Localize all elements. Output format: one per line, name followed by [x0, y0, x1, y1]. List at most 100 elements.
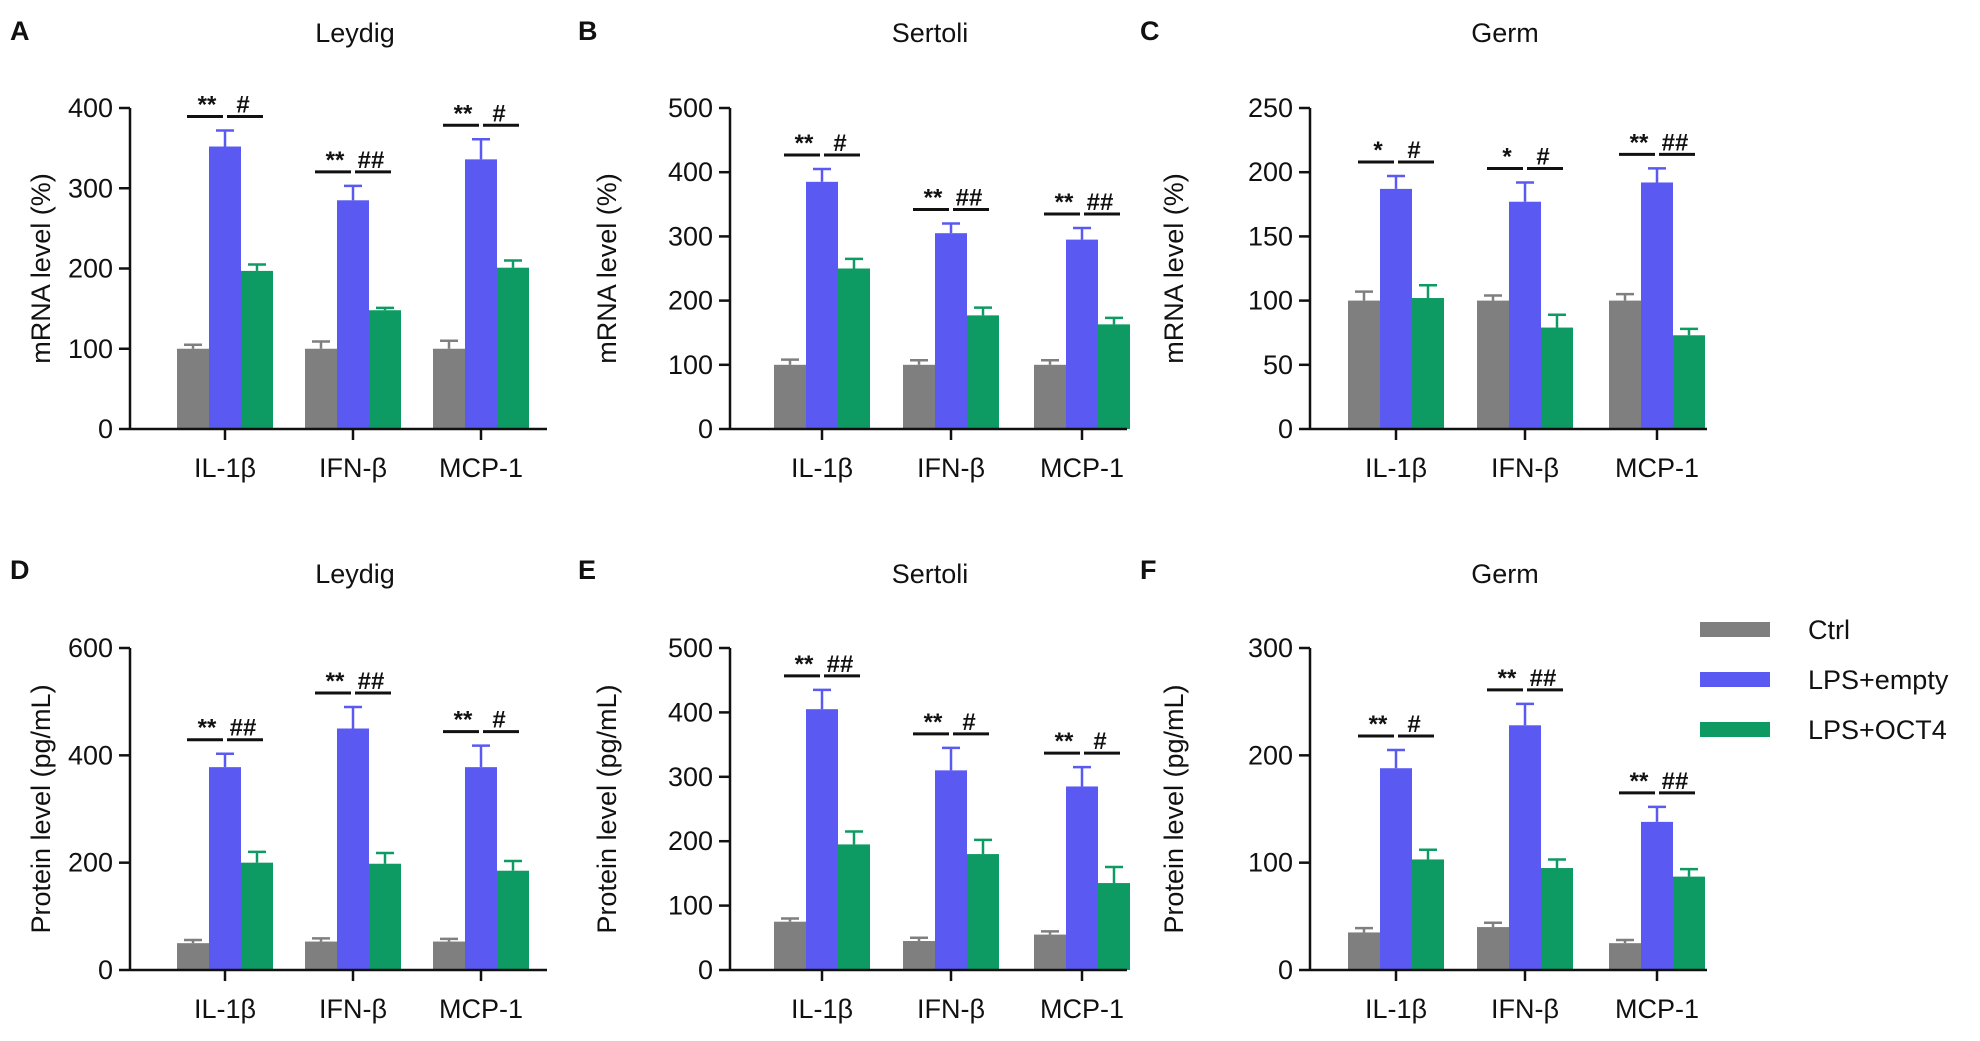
y-tick-label: 250	[1248, 93, 1293, 123]
bar-ctrl	[903, 941, 935, 970]
panel-letter: E	[578, 555, 596, 585]
y-tick-label: 150	[1248, 221, 1293, 251]
bar-lps-oct4	[1673, 335, 1705, 429]
significance-star-label: **	[1055, 189, 1074, 216]
bar-ctrl	[1477, 300, 1509, 429]
bar-ctrl	[1034, 364, 1066, 429]
x-tick-label: IL-1β	[194, 994, 256, 1024]
bar-lps-oct4	[1412, 298, 1444, 429]
bar-lps-empty	[337, 728, 369, 970]
panel-letter: B	[578, 16, 598, 46]
bar-ctrl	[305, 348, 337, 429]
bar-ctrl	[1609, 943, 1641, 970]
bar-lps-empty	[1509, 725, 1541, 970]
x-tick-label: IFN-β	[1491, 994, 1559, 1024]
significance-star-label: **	[924, 185, 943, 212]
legend-label-lps-oct4: LPS+OCT4	[1808, 715, 1947, 745]
x-tick-label: IL-1β	[194, 453, 256, 483]
x-tick-label: MCP-1	[1040, 453, 1124, 483]
bar-lps-oct4	[1098, 883, 1130, 970]
significance-hash-label: #	[833, 130, 846, 157]
y-tick-label: 0	[98, 955, 113, 985]
y-tick-label: 300	[668, 221, 713, 251]
bar-lps-oct4	[1541, 868, 1573, 970]
significance-hash-label: #	[1407, 137, 1420, 164]
panel-letter: C	[1140, 16, 1160, 46]
bar-lps-empty	[465, 159, 497, 430]
significance-hash-label: ##	[1662, 129, 1689, 156]
panel-title: Sertoli	[892, 18, 969, 48]
significance-hash-label: #	[1407, 711, 1420, 738]
bar-lps-empty	[209, 146, 241, 429]
y-axis-label: Protein level (pg/mL)	[26, 684, 56, 933]
y-axis-label: mRNA level (%)	[1159, 173, 1189, 364]
y-tick-label: 100	[68, 334, 113, 364]
significance-star-label: **	[1369, 711, 1388, 738]
significance-star-label: **	[198, 715, 217, 742]
panel-letter: F	[1140, 555, 1157, 585]
significance-hash-label: ##	[827, 651, 854, 678]
significance-hash-label: ##	[1530, 665, 1557, 692]
chart-panel-a: A Leydig mRNA level (%) 0 100 200 300 400 IL-1β I…	[10, 16, 547, 483]
panel-title: Leydig	[315, 18, 395, 48]
x-tick-label: IL-1β	[1365, 994, 1427, 1024]
significance-star-label: *	[1373, 137, 1383, 164]
significance-star-label: **	[924, 709, 943, 736]
bar-lps-empty	[1641, 182, 1673, 429]
significance-hash-label: #	[236, 91, 249, 118]
significance-star-label: **	[795, 651, 814, 678]
y-tick-label: 200	[1248, 740, 1293, 770]
bar-lps-empty	[935, 233, 967, 429]
significance-star-label: **	[1055, 728, 1074, 755]
legend-swatch-ctrl	[1700, 622, 1770, 637]
y-tick-label: 400	[68, 740, 113, 770]
significance-hash-label: ##	[1662, 768, 1689, 795]
y-tick-label: 600	[68, 633, 113, 663]
x-tick-label: IFN-β	[917, 453, 985, 483]
legend-swatch-lps-empty	[1700, 672, 1770, 687]
bar-lps-empty	[465, 767, 497, 970]
significance-star-label: **	[454, 100, 473, 127]
x-tick-label: MCP-1	[439, 994, 523, 1024]
chart-panel-b: B Sertoli mRNA level (%) 0 100 200 300 400 500 IL…	[578, 16, 1130, 483]
bar-ctrl	[1477, 927, 1509, 970]
y-tick-label: 200	[1248, 157, 1293, 187]
bar-lps-oct4	[241, 862, 273, 970]
panel-title: Sertoli	[892, 559, 969, 589]
significance-star-label: **	[795, 130, 814, 157]
y-tick-label: 100	[1248, 286, 1293, 316]
y-tick-label: 400	[68, 93, 113, 123]
y-axis-label: mRNA level (%)	[26, 173, 56, 364]
bar-lps-oct4	[241, 270, 273, 429]
bar-lps-oct4	[369, 310, 401, 429]
y-tick-label: 300	[1248, 633, 1293, 663]
x-tick-label: IL-1β	[791, 994, 853, 1024]
y-tick-label: 500	[668, 633, 713, 663]
y-tick-label: 0	[98, 414, 113, 444]
significance-hash-label: ##	[230, 715, 257, 742]
x-tick-label: IL-1β	[791, 453, 853, 483]
chart-panel-c: C Germ mRNA level (%) 0 50 100 150 200 250 IL-1β I…	[1140, 16, 1707, 483]
significance-hash-label: #	[1093, 728, 1106, 755]
bar-lps-oct4	[967, 854, 999, 970]
bar-lps-oct4	[1412, 859, 1444, 970]
bar-lps-empty	[1509, 201, 1541, 429]
chart-panel-e: E Sertoli Protein level (pg/mL) 0 100 200 300 4…	[578, 555, 1130, 1024]
y-tick-label: 300	[668, 762, 713, 792]
bar-ctrl	[903, 364, 935, 429]
significance-star-label: **	[1498, 665, 1517, 692]
bar-ctrl	[305, 941, 337, 970]
y-tick-label: 200	[668, 286, 713, 316]
y-axis-label: Protein level (pg/mL)	[592, 684, 622, 933]
bar-lps-oct4	[838, 844, 870, 970]
x-tick-label: IL-1β	[1365, 453, 1427, 483]
bar-lps-empty	[806, 709, 838, 970]
bar-ctrl	[1348, 300, 1380, 429]
y-tick-label: 0	[698, 414, 713, 444]
y-tick-label: 100	[1248, 848, 1293, 878]
significance-hash-label: #	[1536, 143, 1549, 170]
y-tick-label: 50	[1263, 350, 1293, 380]
bar-lps-oct4	[497, 870, 529, 970]
x-tick-label: MCP-1	[1615, 994, 1699, 1024]
y-tick-label: 400	[668, 697, 713, 727]
